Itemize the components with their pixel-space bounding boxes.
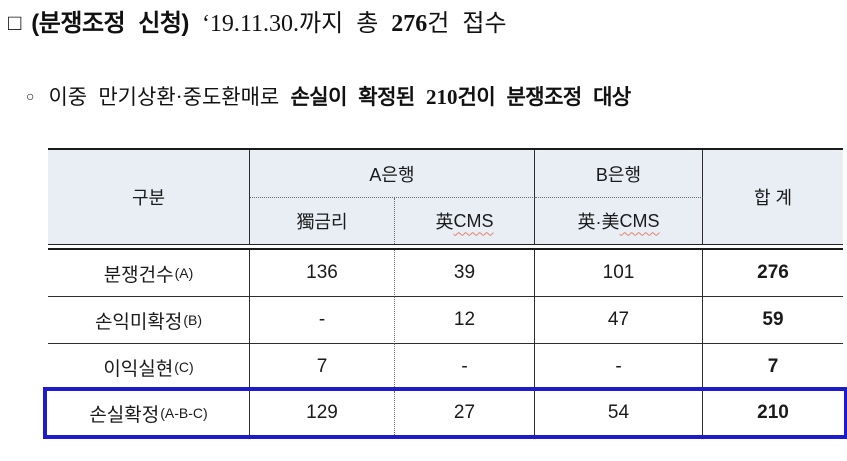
value-text: 101 xyxy=(602,262,635,283)
row-label: 손실확정 (A-B-C) xyxy=(48,391,250,435)
heading-suffix-text: 건 접수 xyxy=(427,11,507,37)
cell-value-a-cms: 39 xyxy=(395,250,535,297)
cell-value-a-rate: - xyxy=(250,297,395,344)
cell-value-a-rate: 129 xyxy=(250,391,395,435)
row-label: 이익실현 (C) xyxy=(48,344,250,391)
value-text: - xyxy=(318,309,326,330)
cell-value-a-cms: 27 xyxy=(395,391,535,435)
header-sub-uk-us-cms-prefix: 英·美 xyxy=(577,212,620,232)
header-bank-b: B은행 xyxy=(535,150,703,198)
row-label-sub: (C) xyxy=(174,359,194,375)
row-label-sub: (B) xyxy=(183,312,203,328)
cell-total: 210 xyxy=(703,391,843,435)
row-label-text: 이익실현 xyxy=(103,358,174,380)
row-label: 분쟁건수 (A) xyxy=(48,250,250,297)
heading-line: □ (분쟁조정 신청) ‘19.11.30.까지 총 276건 접수 xyxy=(8,6,507,41)
header-sub-uk-cms-prefix: 英 xyxy=(435,212,454,232)
cell-value-b-cms: - xyxy=(535,344,703,391)
cell-total: 59 xyxy=(703,297,843,344)
circle-bullet-icon: ○ xyxy=(26,88,35,104)
header-bank-b-label: B은행 xyxy=(595,164,642,185)
value-text: - xyxy=(615,356,622,377)
cell-total: 276 xyxy=(703,250,843,297)
cell-value-a-rate: 136 xyxy=(250,250,395,297)
header-sub-uk-cms: 英 CMS xyxy=(395,198,535,244)
value-text: - xyxy=(461,356,468,377)
header-total: 합 계 xyxy=(703,150,843,244)
value-text: 136 xyxy=(306,262,338,283)
dispute-summary-table: 구분 A은행 B은행 합 계 獨금리 英 CMS 英·美 CMS 분쟁건수 (A) 1… xyxy=(43,148,847,439)
row-label-text: 손익미확정 xyxy=(94,311,183,333)
header-sub-uk-cms-latin: CMS xyxy=(453,210,494,231)
row-label: 손익미확정 (B) xyxy=(48,297,250,344)
total-text: 59 xyxy=(762,309,784,330)
value-text: 129 xyxy=(306,402,338,423)
total-text: 7 xyxy=(767,356,779,377)
header-double-rule xyxy=(48,244,843,250)
total-text: 276 xyxy=(757,262,789,283)
total-text: 210 xyxy=(757,402,789,423)
value-text: 7 xyxy=(316,356,328,377)
heading-topic-label: (분쟁조정 신청) xyxy=(31,10,189,37)
cell-total: 7 xyxy=(703,344,843,391)
header-sub-dok-rate-label: 獨금리 xyxy=(296,212,348,232)
cell-value-b-cms: 101 xyxy=(535,250,703,297)
row-label-text: 분쟁건수 xyxy=(103,264,174,286)
value-text: 47 xyxy=(607,309,630,330)
header-bank-a-label: A은행 xyxy=(369,164,415,185)
cell-value-a-cms: - xyxy=(395,344,535,391)
row-label-text: 손실확정 xyxy=(89,404,160,426)
header-sub-uk-us-cms-latin: CMS xyxy=(619,210,660,231)
subheading-count: 210 xyxy=(426,85,458,109)
cell-value-a-rate: 7 xyxy=(250,344,395,391)
value-text: 27 xyxy=(453,402,476,423)
header-category-label: 구분 xyxy=(131,188,166,208)
header-sub-uk-us-cms: 英·美 CMS xyxy=(535,198,703,244)
subheading-bold-text-1: 손실이 확정된 xyxy=(290,86,415,109)
value-text: 12 xyxy=(453,309,476,330)
header-category: 구분 xyxy=(48,150,250,244)
value-text: 54 xyxy=(607,402,630,423)
row-label-sub: (A-B-C) xyxy=(160,405,208,421)
cell-value-b-cms: 47 xyxy=(535,297,703,344)
subheading-regular-text: 이중 만기상환·중도환매로 xyxy=(48,85,280,109)
subheading-line: ○ 이중 만기상환·중도환매로 손실이 확정된 210건이 분쟁조정 대상 xyxy=(26,80,631,114)
value-text: 39 xyxy=(453,262,476,283)
header-bank-a: A은행 xyxy=(250,150,535,198)
square-bullet-icon: □ xyxy=(8,10,22,35)
cell-value-b-cms: 54 xyxy=(535,391,703,435)
heading-date-text: ‘19.11.30.까지 총 xyxy=(201,11,379,37)
cell-value-a-cms: 12 xyxy=(395,297,535,344)
heading-total-count: 276 xyxy=(391,11,428,37)
row-label-sub: (A) xyxy=(174,265,194,281)
subheading-bold-text-2: 건이 분쟁조정 대상 xyxy=(457,86,632,109)
header-sub-dok-rate: 獨금리 xyxy=(250,198,395,244)
header-total-label: 합 계 xyxy=(753,188,793,208)
